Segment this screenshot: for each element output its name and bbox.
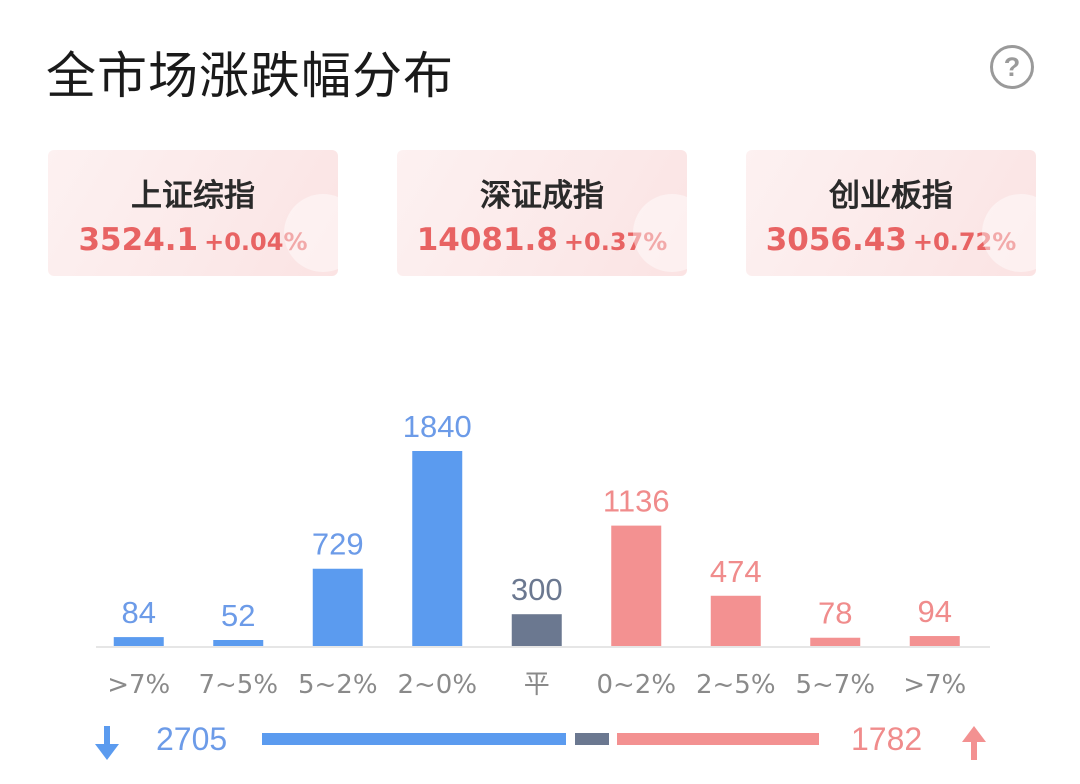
index-card-shanghai[interactable]: 上证综指 3524.1 +0.04% (48, 150, 338, 276)
bar-1 (213, 640, 264, 646)
index-name: 深证成指 (480, 178, 604, 214)
down-total: 2705 (156, 721, 228, 757)
index-values: 3056.43 +0.72% (746, 222, 1036, 258)
category-label-8: >7% (903, 670, 966, 700)
bar-0 (113, 637, 164, 646)
category-label-2: 5~2% (298, 670, 378, 700)
category-label-6: 2~5% (696, 670, 776, 700)
distribution-chart: 84 >7% 52 7~5% 729 5~2% 1840 2~0% 300 平 1136 0~2% 47… (96, 409, 990, 700)
index-card-chinext[interactable]: 创业板指 3056.43 +0.72% (746, 150, 1036, 276)
category-label-5: 0~2% (596, 670, 676, 700)
value-label-0: 84 (122, 595, 156, 630)
bar-2 (312, 568, 363, 646)
value-label-3: 1840 (403, 409, 472, 444)
bar-5 (611, 525, 662, 646)
up-total: 1782 (851, 721, 923, 757)
index-name: 上证综指 (131, 178, 255, 214)
up-ratio-bar (617, 733, 819, 745)
value-label-6: 474 (710, 554, 762, 589)
category-label-0: >7% (107, 670, 170, 700)
index-card-shenzhen[interactable]: 深证成指 14081.8 +0.37% (397, 150, 687, 276)
index-change: +0.04% (204, 228, 308, 256)
index-price: 3056.43 (765, 222, 907, 258)
category-label-1: 7~5% (198, 670, 278, 700)
bar-8 (909, 636, 960, 646)
value-label-2: 729 (312, 527, 364, 562)
value-label-7: 78 (818, 596, 852, 631)
arrow-down-icon (95, 726, 119, 760)
page-title: 全市场涨跌幅分布 (46, 47, 454, 105)
bar-3 (412, 451, 463, 646)
value-label-1: 52 (221, 598, 255, 633)
index-change: +0.72% (912, 228, 1017, 256)
category-label-7: 5~7% (795, 670, 875, 700)
down-ratio-bar (262, 733, 566, 745)
arrow-up-icon (962, 726, 986, 760)
question-circle-icon[interactable]: ? (990, 45, 1034, 89)
index-price: 3524.1 (78, 222, 199, 258)
bar-7 (810, 637, 861, 646)
bar-4 (511, 614, 562, 646)
bar-6 (710, 595, 761, 646)
value-label-8: 94 (918, 594, 952, 629)
value-label-4: 300 (511, 572, 563, 607)
category-label-4: 平 (524, 670, 550, 700)
index-name: 创业板指 (829, 178, 953, 214)
category-label-3: 2~0% (397, 670, 477, 700)
flat-ratio-bar (575, 733, 609, 745)
index-price: 14081.8 (416, 222, 558, 258)
index-values: 14081.8 +0.37% (397, 222, 687, 258)
index-values: 3524.1 +0.04% (48, 222, 338, 258)
value-label-5: 1136 (603, 484, 670, 519)
index-change: +0.37% (563, 228, 668, 256)
